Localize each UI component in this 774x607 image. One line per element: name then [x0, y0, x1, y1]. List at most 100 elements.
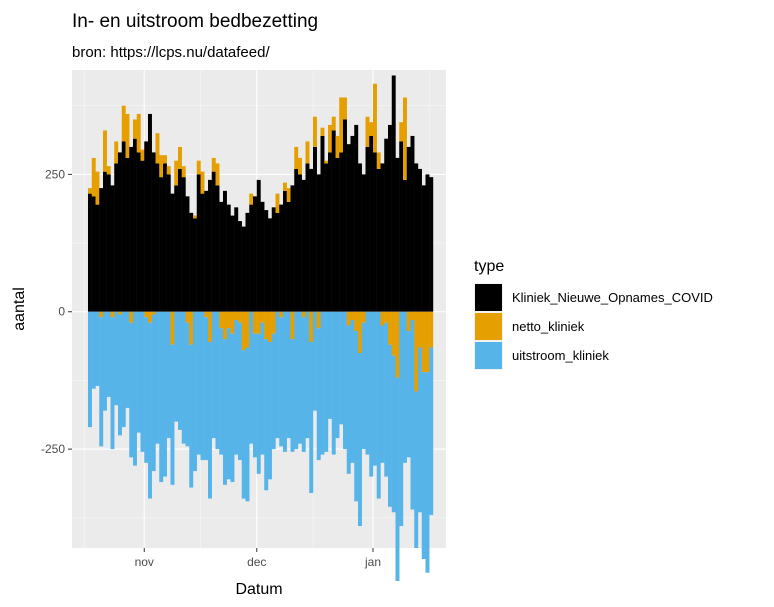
bar-kliniek-nieuwe-opnames-covid — [249, 204, 254, 312]
bar-uitstroom-kliniek — [275, 311, 280, 439]
bar-uitstroom-kliniek — [298, 311, 302, 444]
bar-uitstroom-kliniek — [294, 311, 299, 450]
bar-kliniek-nieuwe-opnames-covid — [200, 193, 205, 312]
bar-kliniek-nieuwe-opnames-covid — [305, 163, 310, 312]
bar-uitstroom-kliniek — [230, 333, 235, 483]
bar-kliniek-nieuwe-opnames-covid — [298, 174, 302, 312]
bar-netto-kliniek — [388, 311, 392, 345]
bar-uitstroom-kliniek — [170, 344, 175, 485]
bar-kliniek-nieuwe-opnames-covid — [399, 141, 404, 312]
legend-title: type — [474, 258, 504, 275]
bar-netto-kliniek — [151, 311, 156, 315]
bar-netto-kliniek — [241, 311, 246, 351]
bar-kliniek-nieuwe-opnames-covid — [354, 124, 359, 312]
bar-netto-kliniek — [148, 311, 152, 323]
bar-netto-kliniek — [309, 311, 314, 342]
bar-netto-kliniek — [166, 166, 171, 175]
bar-netto-kliniek — [298, 157, 302, 175]
bar-kliniek-nieuwe-opnames-covid — [339, 152, 344, 312]
bar-netto-kliniek — [361, 311, 366, 323]
bar-kliniek-nieuwe-opnames-covid — [271, 207, 276, 312]
bar-uitstroom-kliniek — [223, 339, 227, 485]
bar-netto-kliniek — [133, 119, 137, 139]
bar-kliniek-nieuwe-opnames-covid — [193, 218, 197, 312]
bar-kliniek-nieuwe-opnames-covid — [388, 124, 392, 312]
bar-uitstroom-kliniek — [309, 341, 314, 494]
bar-kliniek-nieuwe-opnames-covid — [189, 212, 194, 312]
bar-kliniek-nieuwe-opnames-covid — [103, 171, 107, 312]
bar-netto-kliniek — [425, 311, 430, 373]
bar-kliniek-nieuwe-opnames-covid — [418, 168, 422, 312]
bar-uitstroom-kliniek — [354, 330, 359, 502]
bar-uitstroom-kliniek — [211, 311, 216, 439]
y-axis: -250 0 250 — [41, 167, 72, 456]
bar-netto-kliniek — [403, 97, 407, 180]
bar-kliniek-nieuwe-opnames-covid — [373, 152, 377, 312]
bar-kliniek-nieuwe-opnames-covid — [99, 188, 104, 312]
bar-netto-kliniek — [335, 135, 340, 158]
bar-kliniek-nieuwe-opnames-covid — [178, 168, 182, 312]
bar-kliniek-nieuwe-opnames-covid — [140, 160, 145, 312]
bar-kliniek-nieuwe-opnames-covid — [309, 168, 314, 312]
bar-kliniek-nieuwe-opnames-covid — [410, 135, 415, 312]
bar-kliniek-nieuwe-opnames-covid — [196, 174, 201, 312]
x-axis-title: Datum — [235, 581, 282, 598]
bar-netto-kliniek — [189, 311, 194, 345]
bar-netto-kliniek — [395, 311, 400, 378]
bar-uitstroom-kliniek — [271, 333, 276, 450]
bar-kliniek-nieuwe-opnames-covid — [316, 174, 321, 312]
bar-netto-kliniek — [279, 311, 284, 318]
bar-uitstroom-kliniek — [324, 311, 329, 452]
bar-netto-kliniek — [305, 141, 310, 164]
bar-uitstroom-kliniek — [163, 311, 167, 477]
bar-uitstroom-kliniek — [159, 311, 164, 483]
bar-kliniek-nieuwe-opnames-covid — [294, 168, 299, 312]
bar-netto-kliniek — [313, 116, 317, 147]
bar-uitstroom-kliniek — [358, 352, 362, 527]
bar-netto-kliniek — [373, 83, 377, 153]
bar-uitstroom-kliniek — [148, 322, 152, 499]
bar-kliniek-nieuwe-opnames-covid — [260, 201, 265, 312]
bar-netto-kliniek — [268, 311, 272, 342]
bar-netto-kliniek — [215, 163, 220, 186]
legend: type Kliniek_Nieuwe_Opnames_COVID netto_k… — [474, 258, 713, 370]
bar-uitstroom-kliniek — [283, 311, 287, 452]
y-tick-label: -250 — [41, 442, 65, 456]
bar-uitstroom-kliniek — [369, 311, 374, 477]
bar-uitstroom-kliniek — [196, 311, 201, 455]
bar-kliniek-nieuwe-opnames-covid — [114, 163, 119, 312]
bar-kliniek-nieuwe-opnames-covid — [163, 163, 167, 312]
bar-kliniek-nieuwe-opnames-covid — [376, 168, 381, 312]
bar-uitstroom-kliniek — [421, 372, 426, 559]
bar-kliniek-nieuwe-opnames-covid — [358, 163, 362, 312]
bar-netto-kliniek — [290, 311, 295, 340]
bar-netto-kliniek — [125, 113, 130, 158]
bar-kliniek-nieuwe-opnames-covid — [275, 212, 280, 312]
bar-netto-kliniek — [223, 311, 227, 340]
bar-netto-kliniek — [178, 146, 182, 169]
bar-netto-kliniek — [399, 122, 404, 142]
bar-kliniek-nieuwe-opnames-covid — [215, 185, 220, 312]
bar-netto-kliniek — [301, 311, 306, 318]
bar-kliniek-nieuwe-opnames-covid — [136, 152, 141, 312]
bar-netto-kliniek — [365, 116, 370, 147]
bar-kliniek-nieuwe-opnames-covid — [234, 207, 239, 312]
bar-netto-kliniek — [328, 124, 332, 153]
bar-netto-kliniek — [249, 193, 254, 205]
bar-uitstroom-kliniek — [343, 311, 347, 450]
bar-uitstroom-kliniek — [99, 317, 104, 447]
bar-uitstroom-kliniek — [361, 322, 366, 450]
bar-netto-kliniek — [88, 188, 92, 194]
bar-uitstroom-kliniek — [380, 325, 385, 463]
bar-kliniek-nieuwe-opnames-covid — [286, 201, 291, 312]
bar-netto-kliniek — [376, 152, 381, 169]
y-tick-label: 0 — [58, 305, 65, 319]
bar-uitstroom-kliniek — [320, 311, 325, 455]
legend-swatch-uitstroom-kliniek — [475, 342, 502, 369]
bar-netto-kliniek — [238, 311, 242, 323]
bar-kliniek-nieuwe-opnames-covid — [238, 221, 242, 312]
bar-kliniek-nieuwe-opnames-covid — [421, 185, 426, 312]
bar-uitstroom-kliniek — [339, 311, 344, 425]
bar-kliniek-nieuwe-opnames-covid — [95, 204, 100, 312]
bar-netto-kliniek — [410, 311, 415, 320]
